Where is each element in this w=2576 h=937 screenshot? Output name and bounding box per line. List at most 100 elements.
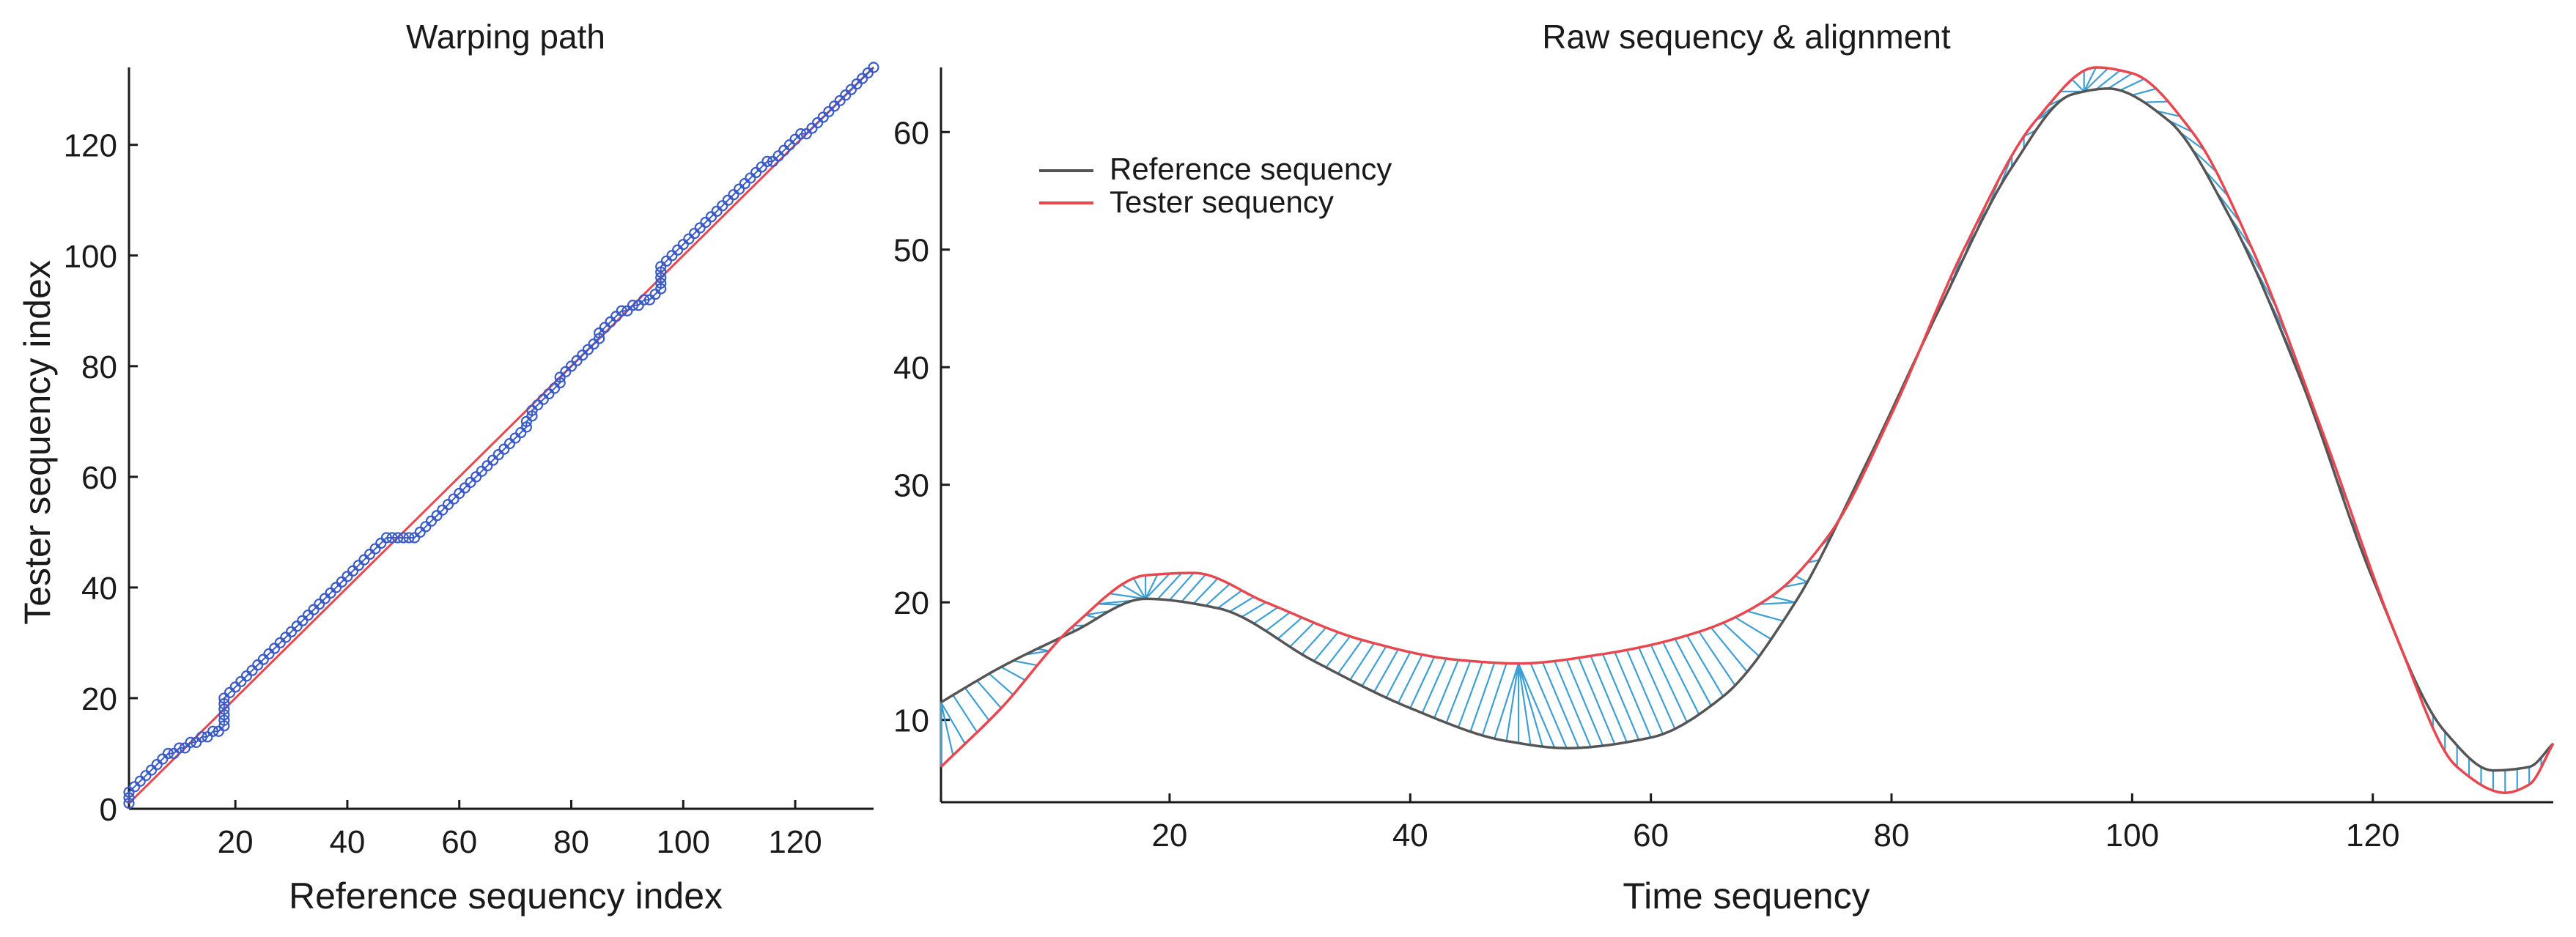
y-tick-label: 20 xyxy=(81,681,117,717)
alignment-line xyxy=(1650,644,1688,723)
path-point xyxy=(571,355,583,366)
path-point xyxy=(728,189,739,201)
series-line-reference xyxy=(940,87,2555,772)
path-point xyxy=(380,532,392,544)
alignment-line xyxy=(1313,632,1339,662)
path-point xyxy=(756,161,767,173)
alignment-line xyxy=(1289,622,1315,648)
path-point xyxy=(386,532,398,544)
path-point xyxy=(196,731,207,743)
alignment-line xyxy=(1085,610,1110,616)
path-point xyxy=(700,216,712,229)
legend: Reference sequency Tester sequency xyxy=(1039,152,1392,219)
path-point xyxy=(851,78,863,90)
path-point xyxy=(134,775,146,787)
path-point xyxy=(252,659,264,671)
alignment-line xyxy=(1229,596,1255,612)
path-point xyxy=(302,610,314,621)
path-point xyxy=(778,144,790,156)
alignment-line xyxy=(2071,78,2085,92)
path-point xyxy=(342,571,353,582)
path-point xyxy=(408,532,421,544)
path-point xyxy=(331,582,342,593)
alignment-line xyxy=(1783,581,1808,588)
alignment-line xyxy=(1469,662,1496,733)
path-point xyxy=(772,150,784,162)
alignment-line xyxy=(1565,659,1603,747)
path-point xyxy=(509,432,521,444)
path-point xyxy=(817,111,829,123)
path-point xyxy=(812,116,824,129)
path-point xyxy=(347,565,359,577)
alignment-line xyxy=(1361,645,1387,686)
path-point xyxy=(487,454,499,466)
path-point xyxy=(717,200,728,212)
path-point xyxy=(767,155,779,167)
path-point xyxy=(761,155,773,167)
path-point xyxy=(577,349,588,361)
alignment-line xyxy=(1109,593,1146,600)
alignment-line xyxy=(2095,70,2121,90)
alignment-line xyxy=(1433,659,1459,719)
alignment-line xyxy=(1192,577,1219,604)
alignment-line xyxy=(1517,663,1532,746)
alignment-line xyxy=(1145,573,1170,600)
path-point xyxy=(174,742,185,754)
path-point xyxy=(666,250,678,262)
path-point xyxy=(263,648,275,660)
path-point xyxy=(828,100,841,112)
path-point xyxy=(594,327,605,339)
series-lines xyxy=(940,66,2555,794)
path-point xyxy=(638,294,650,305)
alignment-line xyxy=(1481,663,1507,736)
y-tick-label: 120 xyxy=(64,128,117,164)
path-point xyxy=(503,437,516,450)
path-point xyxy=(123,792,135,804)
alignment-line xyxy=(940,702,966,744)
path-point xyxy=(789,133,801,145)
path-point xyxy=(185,736,196,748)
path-point xyxy=(397,532,409,544)
path-point xyxy=(498,443,510,455)
y-tick-label: 10 xyxy=(893,703,929,739)
alignment-line xyxy=(1132,577,1147,599)
y-tick-label: 40 xyxy=(81,571,117,607)
alignment-line xyxy=(1241,601,1266,618)
path-point xyxy=(202,731,213,743)
path-point xyxy=(465,476,476,489)
alignment-line xyxy=(1445,660,1472,724)
path-point xyxy=(649,289,661,300)
path-point xyxy=(806,122,818,134)
alignment-line xyxy=(1735,616,1772,640)
path-point xyxy=(621,305,633,316)
path-point xyxy=(191,736,202,748)
path-point xyxy=(218,720,230,732)
alignment-line xyxy=(2119,78,2145,92)
path-point xyxy=(823,105,835,118)
y-tick-label: 60 xyxy=(81,460,117,496)
alignment-line xyxy=(1710,626,1748,673)
y-tick-label: 50 xyxy=(893,233,929,269)
path-point xyxy=(319,593,331,604)
alignment-line xyxy=(1013,659,1038,667)
x-tick-label: 20 xyxy=(1151,818,1187,853)
path-point xyxy=(403,532,415,544)
path-point xyxy=(140,770,152,782)
path-point xyxy=(308,604,320,615)
path-point xyxy=(840,89,852,101)
path-point xyxy=(532,399,544,411)
path-point xyxy=(123,786,135,798)
path-point xyxy=(369,543,381,555)
path-point xyxy=(627,300,639,311)
alignment-line xyxy=(1614,651,1652,738)
alignment-line xyxy=(2155,110,2181,117)
alignment-line xyxy=(1601,653,1640,741)
axes: 20 40 60 80 100 120 10 20 30 40 50 60 xyxy=(893,67,2553,853)
alignment-line xyxy=(1085,614,1098,619)
path-point xyxy=(274,637,286,649)
path-point xyxy=(235,675,247,687)
alignment-line xyxy=(964,687,990,722)
alignment-line xyxy=(1590,655,1628,743)
legend-label-reference: Reference sequency xyxy=(1110,152,1392,186)
